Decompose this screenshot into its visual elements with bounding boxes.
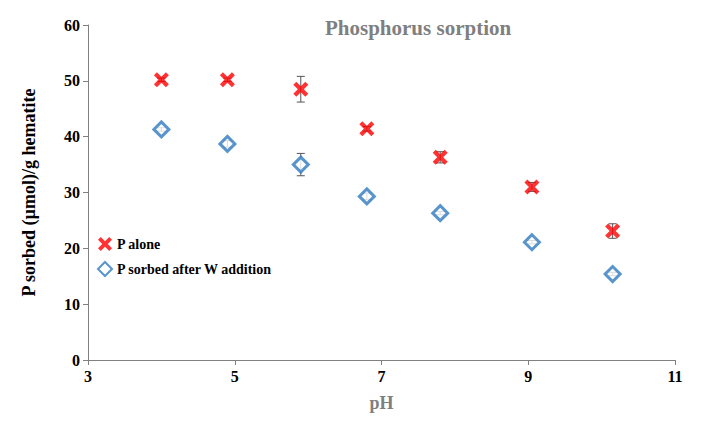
svg-text:Phosphorus sorption: Phosphorus sorption bbox=[325, 16, 511, 40]
svg-text:P alone: P alone bbox=[117, 237, 160, 252]
svg-text:3: 3 bbox=[84, 368, 92, 385]
svg-text:50: 50 bbox=[64, 72, 80, 89]
svg-text:5: 5 bbox=[231, 368, 239, 385]
svg-text:11: 11 bbox=[667, 368, 682, 385]
svg-text:P sorbed after W addition: P sorbed after W addition bbox=[117, 262, 271, 277]
svg-text:30: 30 bbox=[64, 184, 80, 201]
svg-text:9: 9 bbox=[524, 368, 532, 385]
svg-text:40: 40 bbox=[64, 128, 80, 145]
svg-text:0: 0 bbox=[72, 352, 80, 369]
svg-text:7: 7 bbox=[378, 368, 386, 385]
svg-text:60: 60 bbox=[64, 17, 80, 34]
svg-text:10: 10 bbox=[64, 296, 80, 313]
svg-text:P sorbed (µmol)/g hematite: P sorbed (µmol)/g hematite bbox=[19, 89, 40, 297]
svg-text:pH: pH bbox=[369, 393, 393, 413]
svg-text:20: 20 bbox=[64, 240, 80, 257]
